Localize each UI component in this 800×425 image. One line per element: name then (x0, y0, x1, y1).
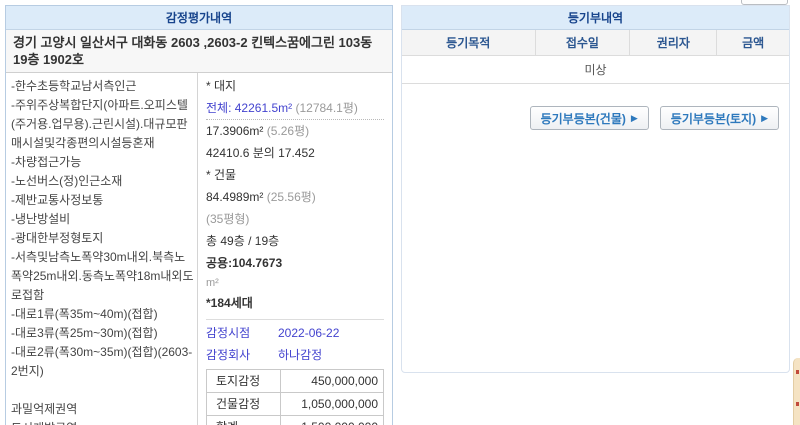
registry-copy-building-button[interactable]: 등기부등본(건물) ▶ (529, 106, 649, 130)
zoning-list: 과밀억제권역 도시개발구역 일반상업지역 중점경관관리구역 가축사육제한구역(2… (11, 400, 194, 425)
arrow-right-icon: ▶ (761, 112, 768, 123)
land-section-label: * 대지 (206, 79, 237, 93)
arrow-right-icon: ▶ (630, 112, 638, 123)
note-item: -서측및남측노폭약30m내외.북측노폭약25m내외.동측노폭약18m내외도로접함 (11, 250, 194, 302)
note-item: -노선버스(정)인근소재 (11, 174, 123, 188)
registry-panel-title: 등기부내역 (402, 6, 789, 30)
table-row: 합계 1,500,000,000 (205, 415, 384, 425)
note-item: -광대한부정형토지 (11, 231, 104, 245)
note-item: -대로2류(폭30m~35m)(접합)(2603-2번지) (11, 345, 193, 378)
building-type: (35평형) (206, 212, 250, 226)
common-area: 공용:104.7673 (206, 256, 283, 270)
registry-copy-building-label: 등기부등본(건물) (540, 111, 626, 126)
registry-copy-land-label: 등기부등본(토지) (670, 111, 757, 126)
appraisal-company-label: 감정회사 (206, 348, 251, 362)
appraisal-company-value: 하나감정 (278, 348, 323, 362)
table-row: 토지감정 450,000,000 (205, 369, 384, 393)
location-notes: -한수초등학교남서측인근 -주위주상복합단지(아파트.오피스텔(주거용.업무용)… (6, 73, 198, 425)
appraisal-panel-title: 감정평가내역 (6, 6, 392, 30)
total-appraisal-value: 1,500,000,000 (280, 415, 384, 425)
section-divider (206, 319, 384, 320)
column-rights-holder: 권리자 (630, 30, 718, 55)
table-row: 건물감정 1,050,000,000 (205, 392, 384, 416)
edge-text-fragment (796, 402, 799, 406)
note-item: -차량접근가능 (11, 155, 82, 169)
registry-empty-row: 미상 (402, 56, 789, 84)
building-area-pyeong: (25.56평) (266, 190, 316, 204)
land-total-value: 전체: 42261.5m² (206, 101, 293, 115)
note-item: -냉난방설비 (11, 212, 71, 226)
land-total-pyeong: (12784.1평) (295, 101, 358, 115)
building-area: 84.4989m² (206, 190, 264, 204)
land-share-area: 17.3906m² (206, 124, 264, 138)
note-item: -대로1류(폭35m~40m)(접합) (11, 307, 158, 321)
edge-text-fragment (796, 370, 799, 374)
land-appraisal-value: 450,000,000 (280, 369, 384, 393)
zone-item: 도시개발구역 (11, 419, 194, 425)
common-area-unit: m² (206, 277, 219, 289)
note-item: -주위주상복합단지(아파트.오피스텔(주거용.업무용).근린시설).대규모판매시… (11, 98, 188, 150)
land-share-row: 17.3906m² (5.26평) (206, 120, 384, 142)
registry-copy-land-button[interactable]: 등기부등본(토지) ▶ (659, 106, 779, 130)
building-area-row: 84.4989m² (25.56평) (206, 186, 384, 208)
column-amount: 금액 (742, 36, 765, 50)
households-count: *184세대 (206, 296, 253, 310)
land-share-ratio: 42410.6 분의 17.452 (206, 146, 315, 160)
land-share-pyeong: (5.26평) (266, 124, 310, 138)
total-appraisal-label: 합계 (205, 415, 282, 425)
building-section-label: * 건물 (206, 168, 237, 182)
note-item: -대로3류(폭25m~30m)(접합) (11, 326, 158, 340)
right-edge-content-fragment (793, 358, 800, 425)
appraisal-company-row: 감정회사 하나감정 (206, 344, 384, 366)
building-appraisal-value: 1,050,000,000 (280, 392, 384, 416)
building-floors: 총 49층 / 19층 (206, 234, 280, 248)
property-address: 경기 고양시 일산서구 대화동 2603 ,2603-2 킨텍스꿈에그린 103… (6, 30, 392, 73)
appraisal-date-row: 감정시점 2022-06-22 (206, 322, 384, 344)
building-appraisal-label: 건물감정 (205, 392, 282, 416)
registry-table-header: 등기목적 접수일 권리자 금액 (402, 30, 789, 56)
land-appraisal-label: 토지감정 (205, 369, 282, 393)
area-details: * 대지 전체: 42261.5m² (12784.1평) 17.3906m² … (198, 73, 392, 425)
appraisal-date-value: 2022-06-22 (278, 326, 340, 340)
appraisal-panel: 감정평가내역 경기 고양시 일산서구 대화동 2603 ,2603-2 킨텍스꿈… (5, 5, 393, 425)
land-total-row: 전체: 42261.5m² (12784.1평) (206, 97, 384, 120)
column-receipt-date: 접수일 (536, 30, 631, 55)
note-item: -한수초등학교남서측인근 (11, 79, 137, 93)
top-cutoff-button[interactable] (741, 0, 788, 5)
column-purpose: 등기목적 (402, 30, 536, 55)
registry-panel: 등기부내역 등기목적 접수일 권리자 금액 미상 등기부등본(건물) ▶ 등기부… (401, 5, 790, 373)
note-item: -제반교통사정보통 (11, 193, 104, 207)
appraisal-amount-table: 토지감정 450,000,000 건물감정 1,050,000,000 합계 1… (205, 369, 384, 425)
appraisal-date-label: 감정시점 (206, 326, 251, 340)
zone-item: 과밀억제권역 (11, 402, 78, 416)
registry-buttons: 등기부등본(건물) ▶ 등기부등본(토지) ▶ (402, 84, 789, 130)
